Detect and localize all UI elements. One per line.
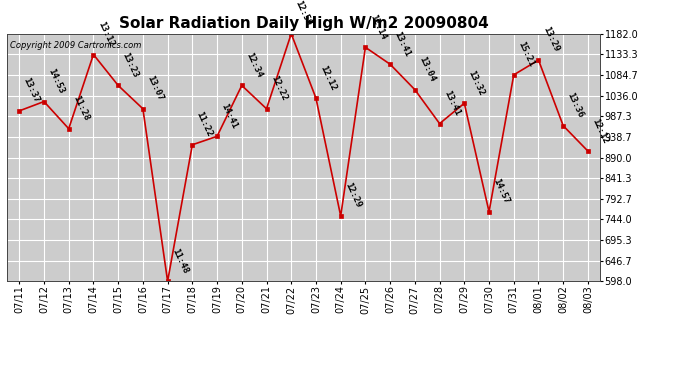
Text: 13:29: 13:29 (541, 26, 560, 54)
Text: 12:14: 12:14 (368, 13, 387, 41)
Text: 13:12: 13:12 (96, 20, 115, 48)
Text: 13:37: 13:37 (22, 76, 41, 105)
Text: 13:36: 13:36 (566, 91, 585, 119)
Title: Solar Radiation Daily High W/m2 20090804: Solar Radiation Daily High W/m2 20090804 (119, 16, 489, 31)
Text: 13:41: 13:41 (442, 89, 462, 117)
Text: 11:28: 11:28 (71, 94, 90, 122)
Text: 12:59: 12:59 (294, 0, 313, 27)
Text: 11:48: 11:48 (170, 247, 190, 275)
Text: 15:21: 15:21 (516, 40, 535, 69)
Text: Copyright 2009 Cartronics.com: Copyright 2009 Cartronics.com (10, 41, 141, 50)
Text: 14:57: 14:57 (491, 177, 511, 206)
Text: 12:34: 12:34 (244, 51, 264, 79)
Text: 13:41: 13:41 (393, 30, 412, 58)
Text: 12:29: 12:29 (343, 182, 363, 210)
Text: 14:53: 14:53 (46, 67, 66, 95)
Text: 12:12: 12:12 (318, 64, 338, 92)
Text: 13:23: 13:23 (121, 51, 140, 79)
Text: 13:32: 13:32 (466, 69, 486, 97)
Text: 14:41: 14:41 (219, 102, 239, 130)
Text: 12:22: 12:22 (269, 74, 288, 102)
Text: 13:04: 13:04 (417, 55, 437, 83)
Text: 11:22: 11:22 (195, 110, 215, 138)
Text: 13:07: 13:07 (146, 74, 165, 102)
Text: 12:12: 12:12 (591, 117, 610, 145)
